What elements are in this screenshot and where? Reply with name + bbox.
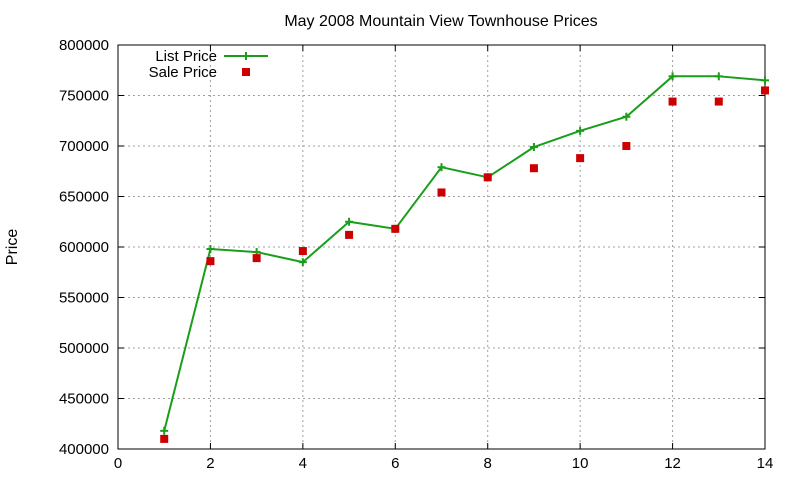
y-tick-label: 800000 xyxy=(59,37,109,54)
x-tick-label: 4 xyxy=(299,455,307,472)
data-point-list-price xyxy=(437,163,446,172)
data-point-sale-price xyxy=(622,142,631,150)
data-point-list-price xyxy=(345,217,354,226)
data-point-sale-price xyxy=(576,154,585,163)
x-tick-label: 10 xyxy=(572,455,589,472)
data-point-list-price xyxy=(160,426,169,435)
data-point-sale-price xyxy=(529,164,538,173)
series-line-list-price xyxy=(163,75,766,432)
x-tick-label: 2 xyxy=(206,455,214,472)
data-point-sale-price xyxy=(437,188,446,197)
series xyxy=(160,72,769,443)
data-point-sale-price xyxy=(298,247,307,256)
y-tick-label: 450000 xyxy=(59,391,109,408)
data-point-list-price xyxy=(668,72,677,81)
y-tick-label: 700000 xyxy=(59,138,109,155)
legend-label-sale-price: Sale Price xyxy=(149,64,217,81)
x-tick-label: 0 xyxy=(114,455,122,472)
axis-ticks: 400000 450000 500000 550000 600000 650000 7000… xyxy=(59,37,773,472)
y-tick-label: 600000 xyxy=(59,239,109,256)
grid xyxy=(118,45,765,449)
y-tick-label: 500000 xyxy=(59,340,109,357)
legend: List Price Sale Price xyxy=(149,48,268,81)
data-point-sale-price xyxy=(668,97,677,106)
y-tick-label: 650000 xyxy=(59,189,109,206)
y-tick-label: 750000 xyxy=(59,88,109,105)
data-point-sale-price xyxy=(252,254,261,263)
data-point-list-price xyxy=(622,112,631,121)
data-point-sale-price xyxy=(345,230,354,239)
data-point-sale-price xyxy=(761,86,769,95)
data-point-list-price xyxy=(529,143,538,152)
y-tick-label: 400000 xyxy=(59,441,109,458)
chart-title: May 2008 Mountain View Townhouse Prices xyxy=(284,13,597,30)
data-point-list-price xyxy=(714,72,723,81)
data-point-sale-price xyxy=(160,434,169,443)
plot-frame xyxy=(117,44,766,450)
data-point-list-price xyxy=(761,76,769,85)
data-point-sale-price xyxy=(391,224,400,233)
data-point-sale-price xyxy=(483,173,492,182)
y-tick-label: 550000 xyxy=(59,290,109,307)
x-tick-label: 8 xyxy=(484,455,492,472)
data-point-sale-price xyxy=(206,257,215,266)
data-point-list-price xyxy=(206,245,215,254)
legend-label-list-price: List Price xyxy=(155,48,217,65)
x-tick-label: 14 xyxy=(757,455,774,472)
x-tick-label: 6 xyxy=(391,455,399,472)
legend-sample-sale-price xyxy=(242,68,250,76)
y-axis-label: Price xyxy=(4,229,21,266)
data-point-list-price xyxy=(576,126,585,135)
x-tick-label: 12 xyxy=(664,455,681,472)
data-point-sale-price xyxy=(714,97,723,106)
data-point-list-price xyxy=(298,258,307,267)
